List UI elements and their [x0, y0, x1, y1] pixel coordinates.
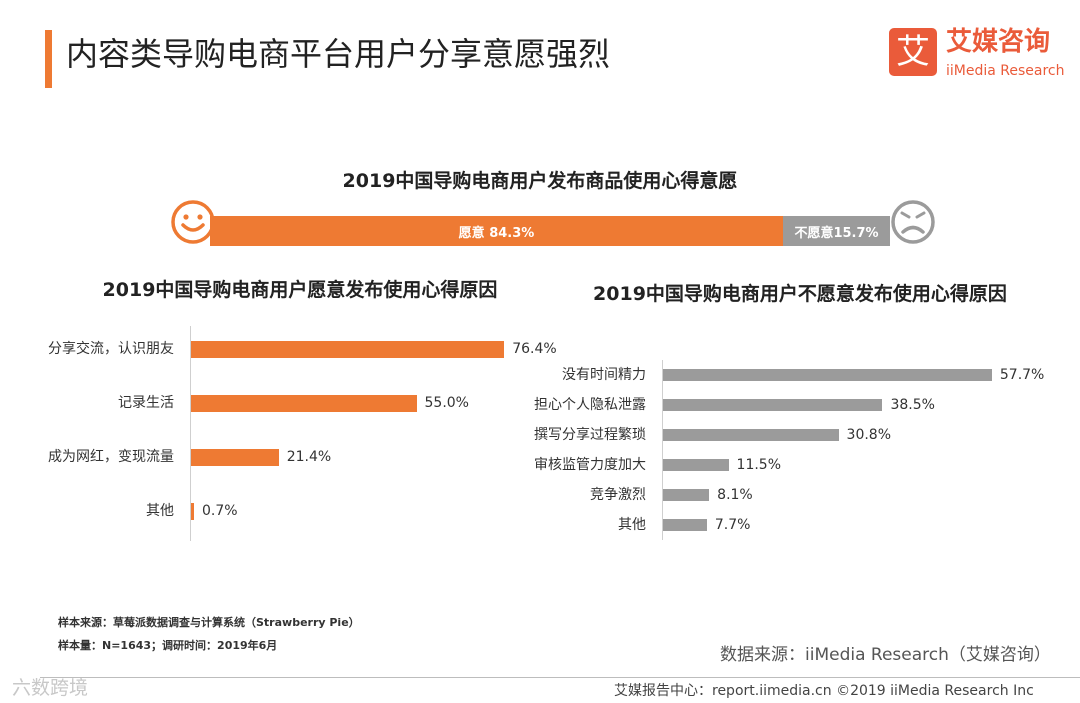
watermark: 六数跨境 [12, 677, 89, 699]
willing-reasons-axis [190, 326, 191, 541]
footer-divider [40, 677, 1080, 678]
willing-segment: 愿意 84.3% [210, 216, 783, 246]
sample-size-note: 样本量：N=1643；调研时间：2019年6月 [58, 639, 278, 652]
logo-name-en: iiMedia Research [946, 63, 1065, 79]
unwilling-label: 不愿意15.7% [794, 225, 879, 241]
unwilling-reason-bar [663, 459, 729, 471]
footer-text: 艾媒报告中心：report.iimedia.cn ©2019 iiMedia R… [614, 683, 1034, 699]
willing-reason-bar [191, 448, 279, 466]
unwilling-reason-bar [663, 489, 710, 501]
willing-reason-bar [191, 394, 417, 412]
unwilling-reason-bar [663, 429, 839, 441]
unwilling-segment: 不愿意15.7% [783, 216, 890, 246]
willing-reason-bar [191, 502, 194, 520]
sample-source-note: 样本来源：草莓派数据调查与计算系统（Strawberry Pie） [58, 616, 360, 629]
willing-reason-category-label: 分享交流，认识朋友 [48, 341, 174, 357]
unwilling-reason-value-label: 38.5% [890, 397, 935, 413]
unwilling-reasons-axis [662, 360, 663, 540]
title-accent-bar [45, 30, 52, 88]
unwilling-reason-category-label: 竞争激烈 [590, 487, 646, 503]
willing-reason-category-label: 成为网红，变现流量 [48, 449, 174, 465]
willing-reason-value-label: 55.0% [424, 395, 469, 411]
unwilling-reason-value-label: 57.7% [999, 367, 1045, 383]
unwilling-reason-category-label: 其他 [618, 517, 646, 533]
logo-mark: 艾 [889, 28, 937, 76]
chart-willing-reasons-title: 2019中国导购电商用户愿意发布使用心得原因 [102, 279, 498, 301]
unwilling-reason-value-label: 30.8% [846, 427, 892, 443]
unwilling-reason-bar [663, 399, 883, 411]
unwilling-reason-bar [663, 369, 992, 381]
willing-reason-value-label: 76.4% [512, 341, 557, 357]
willing-reason-bar [191, 340, 505, 358]
chart-willingness-title: 2019中国导购电商用户发布商品使用心得意愿 [342, 170, 738, 192]
logo-name-cn: 艾媒咨询 [946, 27, 1051, 57]
data-source: 数据来源：iiMedia Research（艾媒咨询） [720, 645, 1051, 665]
unwilling-reason-category-label: 没有时间精力 [562, 367, 646, 383]
unwilling-reason-value-label: 7.7% [714, 517, 751, 533]
page-title: 内容类导购电商平台用户分享意愿强烈 [66, 35, 611, 73]
chart-unwilling-reasons-title: 2019中国导购电商用户不愿意发布使用心得原因 [593, 283, 1007, 305]
unwilling-reason-category-label: 担心个人隐私泄露 [534, 397, 646, 413]
willing-reason-category-label: 记录生活 [118, 395, 174, 411]
willing-reason-value-label: 0.7% [202, 503, 238, 519]
willing-reason-category-label: 其他 [146, 503, 174, 519]
unwilling-reason-category-label: 审核监管力度加大 [534, 457, 646, 473]
willing-label: 愿意 84.3% [458, 225, 535, 241]
sad-icon [891, 200, 935, 244]
unwilling-reason-value-label: 11.5% [736, 457, 782, 473]
unwilling-reason-category-label: 撰写分享过程繁琐 [534, 427, 646, 443]
unwilling-reason-value-label: 8.1% [717, 487, 753, 503]
unwilling-reason-bar [663, 519, 707, 531]
willing-reason-value-label: 21.4% [286, 449, 332, 465]
